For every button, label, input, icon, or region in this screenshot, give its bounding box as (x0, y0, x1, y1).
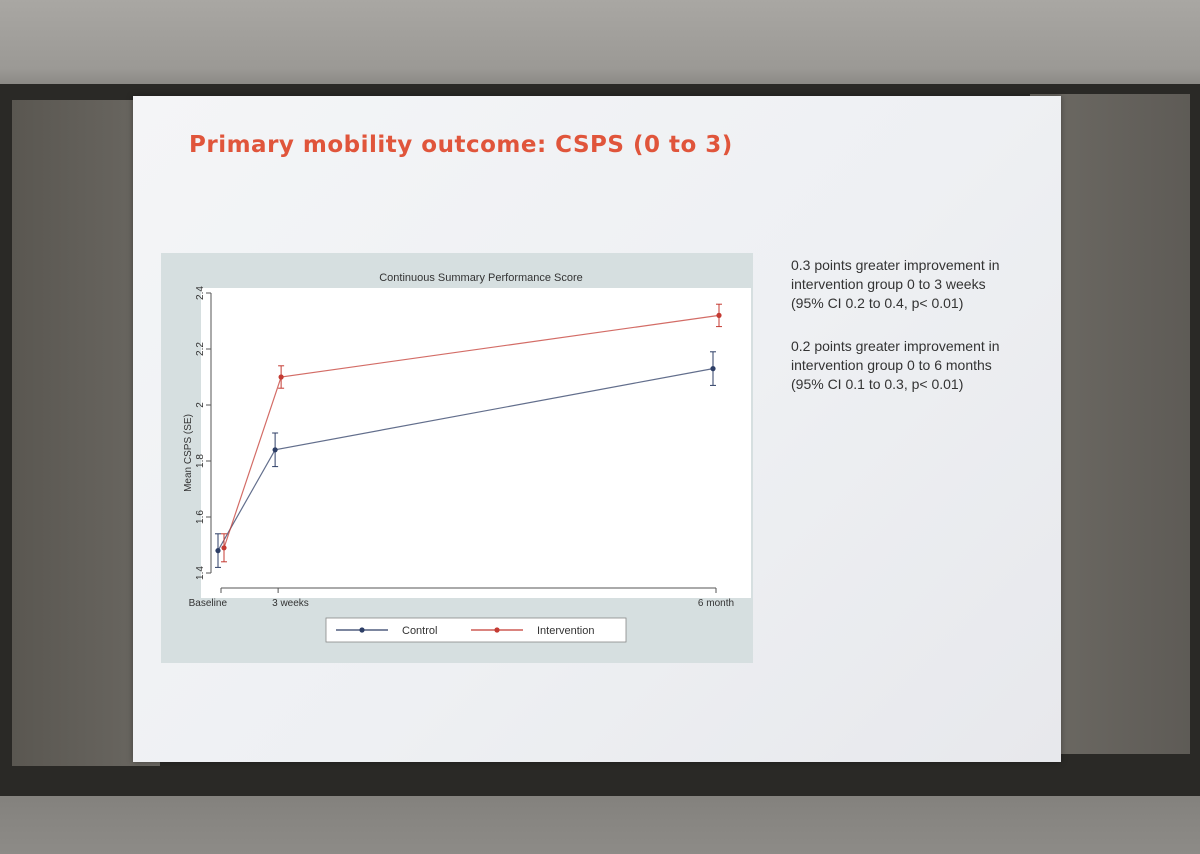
data-point-intervention-2 (716, 312, 722, 318)
data-point-control-0 (215, 548, 221, 554)
y-axis-label: Mean CSPS (SE) (183, 414, 194, 492)
x-tick-label-1: 3 weeks (272, 598, 309, 609)
y-tick-label-4: 2.2 (195, 342, 206, 356)
note-3-weeks: 0.3 points greater improvement in interv… (791, 257, 1000, 311)
legend-label-1: Intervention (537, 625, 594, 637)
series-layer (215, 303, 722, 568)
y-tick-label-2: 1.8 (195, 454, 206, 468)
plot-area (201, 288, 751, 598)
notes-column: 0.3 points greater improvement in interv… (791, 256, 1011, 418)
legend-label-0: Control (402, 625, 437, 637)
y-tick-label-5: 2.4 (195, 286, 206, 300)
x-tick-label-0: Baseline (189, 598, 228, 609)
x-tick-label-2: 6 month (698, 598, 734, 609)
data-point-control-2 (710, 366, 716, 372)
y-tick-label-0: 1.4 (195, 566, 206, 580)
chart-title: Continuous Summary Performance Score (379, 272, 583, 284)
legend-marker-1 (494, 627, 500, 633)
series-control (215, 351, 716, 568)
note-6-months: 0.2 points greater improvement in interv… (791, 338, 1000, 392)
data-point-intervention-0 (221, 545, 227, 551)
y-tick-label-1: 1.6 (195, 510, 206, 524)
csps-line-chart: Continuous Summary Performance Score Mea… (183, 272, 751, 643)
y-tick-label-3: 2 (195, 402, 206, 408)
series-intervention (221, 303, 722, 563)
data-point-intervention-1 (278, 374, 284, 380)
axes: 1.4 1.6 1.8 2 2.2 2.4 Baseline 3 weeks 6 month (189, 286, 734, 609)
presentation-slide: Primary mobility outcome: CSPS (0 to 3) … (133, 96, 1061, 762)
data-point-control-1 (272, 447, 278, 453)
slide-title: Primary mobility outcome: CSPS (0 to 3) (189, 132, 733, 158)
chart-legend: Control Intervention (325, 617, 627, 643)
chart-panel: Continuous Summary Performance Score Mea… (161, 253, 753, 663)
legend-marker-0 (359, 627, 365, 633)
